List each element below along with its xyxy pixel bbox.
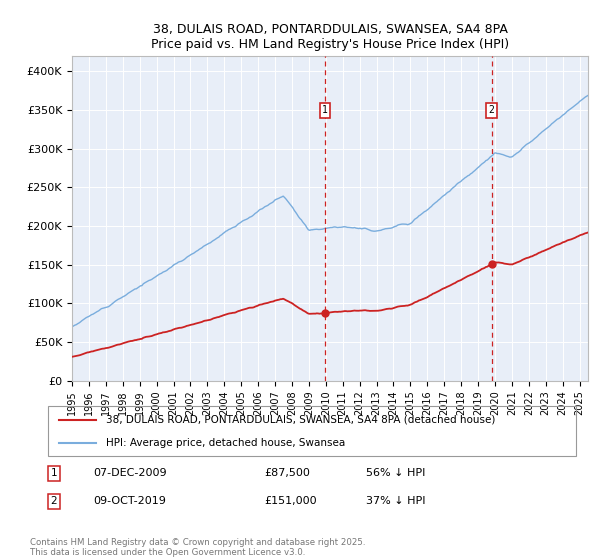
Text: £151,000: £151,000 [264, 496, 317, 506]
Text: 38, DULAIS ROAD, PONTARDDULAIS, SWANSEA, SA4 8PA (detached house): 38, DULAIS ROAD, PONTARDDULAIS, SWANSEA,… [106, 414, 496, 424]
Text: 2: 2 [50, 496, 58, 506]
Text: 2: 2 [488, 105, 494, 115]
Text: 56% ↓ HPI: 56% ↓ HPI [366, 468, 425, 478]
Text: 1: 1 [322, 105, 328, 115]
Text: HPI: Average price, detached house, Swansea: HPI: Average price, detached house, Swan… [106, 438, 346, 448]
Text: 07-DEC-2009: 07-DEC-2009 [93, 468, 167, 478]
Title: 38, DULAIS ROAD, PONTARDDULAIS, SWANSEA, SA4 8PA
Price paid vs. HM Land Registry: 38, DULAIS ROAD, PONTARDDULAIS, SWANSEA,… [151, 22, 509, 50]
Text: 1: 1 [50, 468, 58, 478]
Text: 09-OCT-2019: 09-OCT-2019 [93, 496, 166, 506]
Text: Contains HM Land Registry data © Crown copyright and database right 2025.
This d: Contains HM Land Registry data © Crown c… [30, 538, 365, 557]
Text: £87,500: £87,500 [264, 468, 310, 478]
Text: 37% ↓ HPI: 37% ↓ HPI [366, 496, 425, 506]
